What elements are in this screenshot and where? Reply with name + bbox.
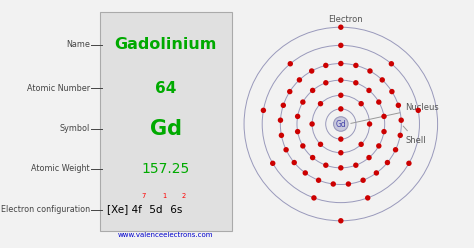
Circle shape [323,80,328,86]
Circle shape [310,88,315,93]
Text: 1: 1 [162,193,166,199]
Circle shape [366,155,372,160]
Circle shape [338,25,344,30]
Text: 6s: 6s [166,205,182,215]
Circle shape [338,43,344,48]
Text: Nucleus: Nucleus [351,103,439,124]
Text: Electron: Electron [328,15,363,27]
Circle shape [353,162,358,168]
Circle shape [338,93,344,98]
Circle shape [334,117,348,131]
Circle shape [338,77,344,83]
Circle shape [300,99,306,105]
Text: Symbol: Symbol [60,124,90,133]
Circle shape [288,61,293,66]
Circle shape [310,155,315,160]
Text: Gd: Gd [336,120,346,128]
Circle shape [381,114,387,119]
Circle shape [389,89,395,94]
Circle shape [338,218,344,223]
Text: 2: 2 [182,193,186,199]
Circle shape [318,101,323,106]
Circle shape [380,77,385,83]
Text: 157.25: 157.25 [142,162,190,176]
Circle shape [295,114,301,119]
Text: 64: 64 [155,81,177,95]
Circle shape [393,147,398,153]
Circle shape [389,61,394,66]
Circle shape [292,160,297,165]
Circle shape [270,161,275,166]
Circle shape [353,80,358,86]
Circle shape [309,68,314,74]
Circle shape [367,121,372,127]
Text: Name: Name [66,40,90,49]
Circle shape [302,170,308,176]
Text: Electron configuration: Electron configuration [1,205,90,214]
Text: Atomic Weight: Atomic Weight [31,164,90,173]
Circle shape [310,121,315,127]
Circle shape [346,181,351,187]
Circle shape [416,108,421,113]
Circle shape [376,99,382,105]
Circle shape [283,147,289,153]
Circle shape [318,142,323,147]
Circle shape [374,170,379,176]
Text: [Xe] 4f: [Xe] 4f [107,205,142,215]
Circle shape [261,108,266,113]
Circle shape [338,150,344,155]
Circle shape [297,77,302,83]
Circle shape [385,160,390,165]
Circle shape [295,129,301,134]
Circle shape [338,61,344,66]
Circle shape [376,143,382,149]
Circle shape [353,63,359,68]
Text: Gd: Gd [150,119,182,139]
Text: Shell: Shell [403,126,426,145]
Circle shape [323,63,328,68]
Circle shape [338,165,344,171]
Text: 5d: 5d [146,205,162,215]
Circle shape [316,178,321,183]
Circle shape [366,88,372,93]
Text: Atomic Number: Atomic Number [27,84,90,93]
Circle shape [360,178,366,183]
Text: 7: 7 [142,193,146,199]
Circle shape [281,103,286,108]
Circle shape [381,129,387,134]
Text: www.valenceelectrons.com: www.valenceelectrons.com [118,232,214,238]
Circle shape [330,181,336,187]
FancyBboxPatch shape [100,12,232,231]
Circle shape [367,68,373,74]
Circle shape [279,133,284,138]
Circle shape [358,101,364,106]
Circle shape [311,195,317,201]
Circle shape [406,161,411,166]
Circle shape [338,136,344,142]
Text: Gadolinium: Gadolinium [115,37,217,52]
Circle shape [365,195,371,201]
Circle shape [338,106,344,112]
Circle shape [300,143,306,149]
Circle shape [399,118,404,123]
Circle shape [278,118,283,123]
Circle shape [358,142,364,147]
Circle shape [323,162,328,168]
Circle shape [396,103,401,108]
Circle shape [287,89,292,94]
Circle shape [398,133,403,138]
